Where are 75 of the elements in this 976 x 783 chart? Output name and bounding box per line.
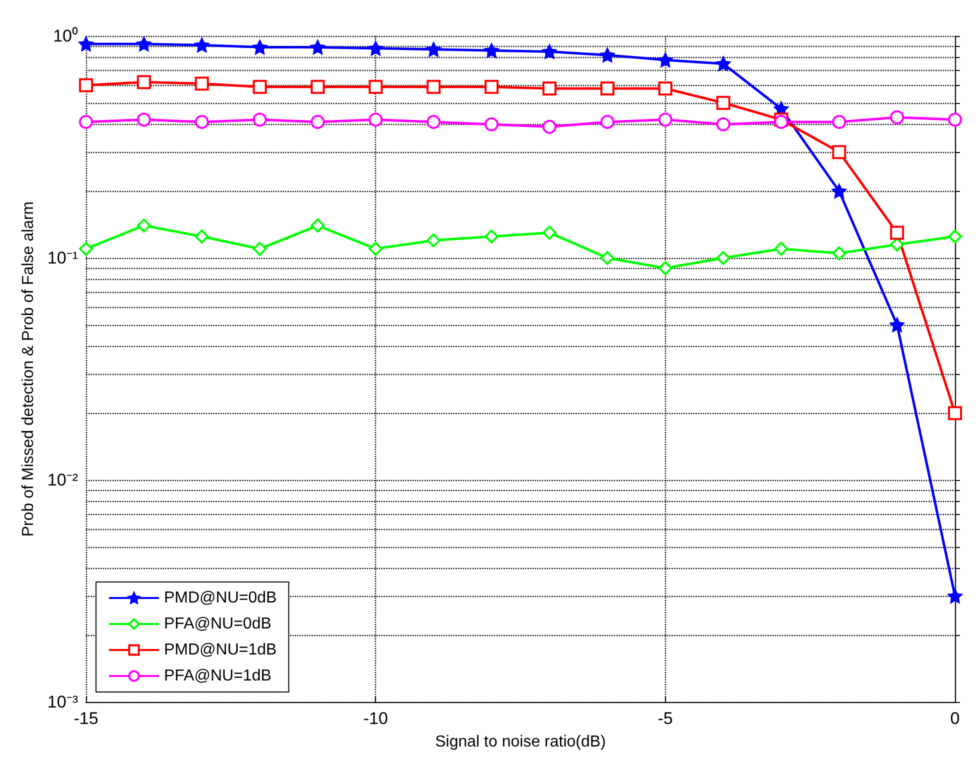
point [890, 226, 904, 240]
point [368, 242, 383, 256]
point [542, 226, 556, 240]
point [194, 229, 209, 244]
point [252, 242, 267, 256]
point [426, 80, 441, 94]
point [716, 96, 730, 110]
point [194, 38, 209, 52]
point [658, 261, 672, 276]
point [542, 44, 556, 59]
point [252, 40, 267, 54]
point [600, 251, 614, 265]
point [310, 80, 325, 94]
point [658, 112, 672, 127]
point [948, 229, 962, 244]
point [948, 112, 962, 127]
point [716, 117, 730, 132]
point [774, 242, 788, 256]
point [79, 78, 93, 92]
point [890, 318, 904, 332]
point [948, 406, 962, 420]
point [716, 56, 730, 71]
point [832, 246, 846, 260]
point [136, 75, 151, 90]
point [832, 184, 846, 198]
point [79, 242, 93, 256]
x-tick-label: -10 [363, 709, 388, 728]
point [658, 82, 672, 96]
point [600, 114, 614, 129]
point [368, 80, 383, 94]
point [484, 117, 499, 132]
point [658, 52, 672, 67]
point [368, 112, 383, 127]
point [484, 80, 499, 94]
legend-label: PMD@NU=0dB [164, 590, 277, 606]
point [948, 589, 962, 604]
y-tick-label: 10⁻² [47, 470, 78, 490]
point [252, 112, 267, 127]
point [136, 37, 151, 52]
point [600, 82, 614, 96]
x-tick-label: -5 [658, 709, 673, 728]
point [890, 238, 904, 252]
point [194, 76, 209, 91]
point [832, 145, 846, 160]
point [310, 218, 325, 233]
legend-label: PFA@NU=1dB [164, 668, 272, 684]
point [542, 82, 556, 96]
legend-label: PMD@NU=1dB [164, 642, 277, 658]
point [426, 42, 441, 56]
point [600, 48, 614, 62]
x-tick-label: -15 [74, 709, 98, 728]
point [252, 80, 267, 94]
point [136, 218, 151, 233]
y-tick-label: 10⁰ [53, 26, 78, 46]
x-tick-label: 0 [950, 709, 960, 728]
point [194, 114, 209, 129]
point [310, 40, 325, 54]
point [368, 41, 383, 56]
point [79, 37, 93, 52]
point [484, 229, 499, 244]
x-axis-title: Signal to noise ratio(dB) [435, 734, 606, 750]
y-tick-label: 10⁻¹ [47, 248, 78, 268]
point [136, 112, 151, 127]
point [79, 114, 93, 129]
point [426, 114, 441, 129]
point [426, 233, 441, 248]
point [484, 44, 499, 58]
point [310, 114, 325, 129]
point [832, 114, 846, 129]
legend-label: PFA@NU=0dB [164, 616, 272, 632]
point [716, 251, 730, 265]
y-tick-label: 10⁻³ [47, 692, 78, 712]
y-axis-title: Prob of Missed detection & Prob of False alarm [20, 201, 38, 537]
point [890, 110, 904, 124]
point [542, 120, 556, 134]
